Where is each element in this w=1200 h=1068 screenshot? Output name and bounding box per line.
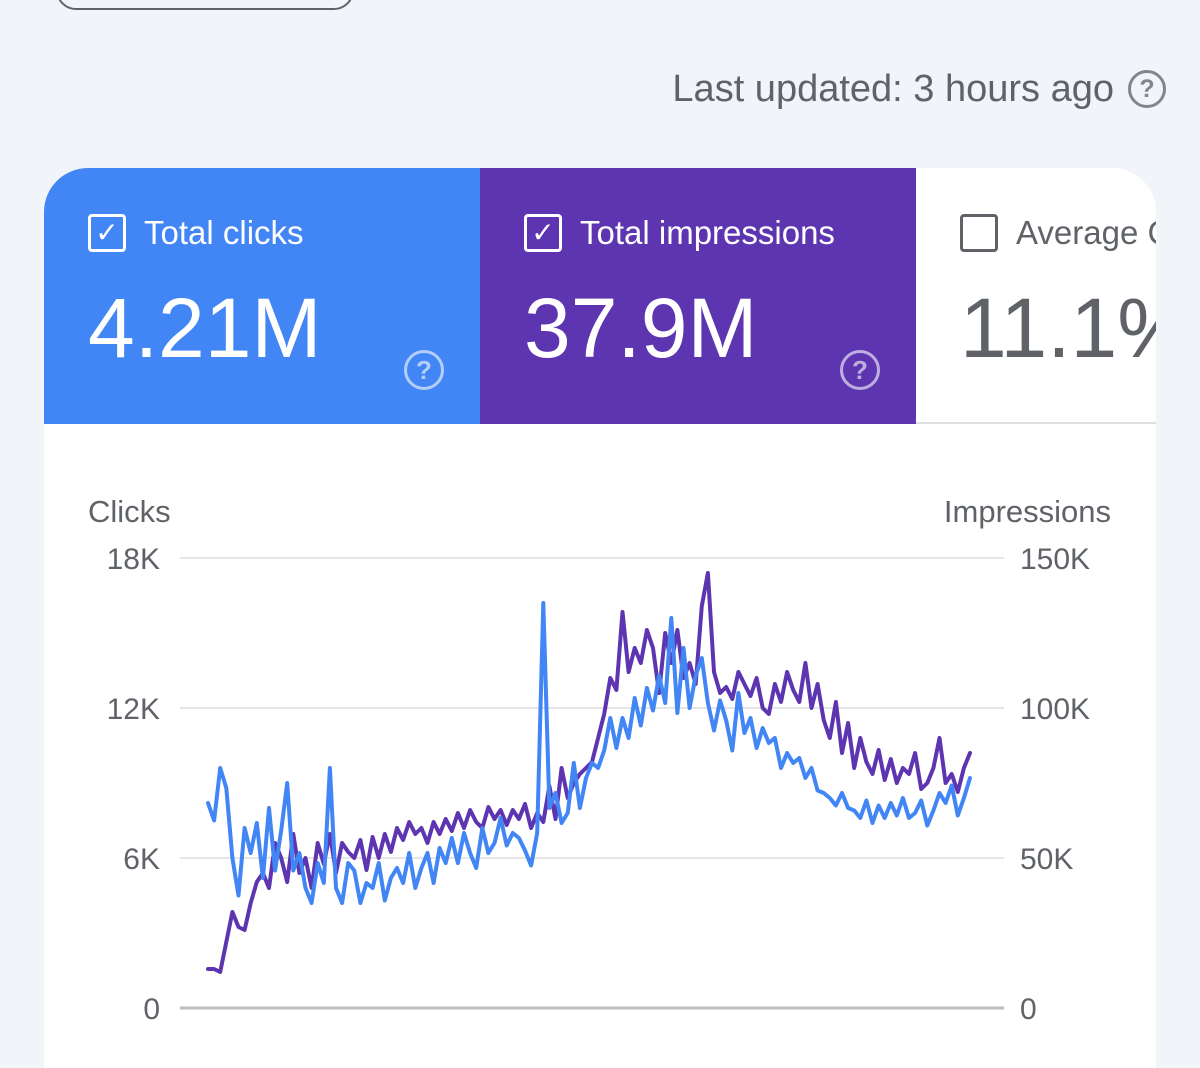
y-axis-left-title: Clicks: [88, 494, 171, 529]
series-line-total-clicks: [206, 601, 972, 905]
help-icon[interactable]: ?: [1128, 70, 1166, 108]
checkbox-checked-icon[interactable]: ✓: [524, 214, 562, 252]
last-updated: Last updated: 3 hours ago ?: [672, 64, 1166, 114]
y-tick-left: 0: [143, 993, 160, 1026]
metric-value: 37.9M: [524, 281, 758, 375]
y-tick-right: 150K: [1020, 543, 1090, 576]
metric-tab-total-clicks[interactable]: ✓ Total clicks 4.21M ?: [44, 168, 480, 424]
y-axis-right-title: Impressions: [944, 494, 1111, 529]
metric-header: ✓ Total clicks: [88, 214, 304, 252]
metric-label: Total clicks: [144, 214, 304, 251]
checkbox-unchecked-icon[interactable]: [960, 214, 998, 252]
performance-chart: Clicks Impressions 0 0 6K 50K 12K 100K 18K 150K: [44, 424, 1156, 1068]
help-icon[interactable]: ?: [404, 350, 444, 390]
metric-tab-average-ctr[interactable]: Average CTR 11.1%: [916, 168, 1156, 424]
metric-label: Average CTR: [1016, 214, 1156, 251]
y-tick-left: 6K: [123, 843, 160, 876]
y-tick-right: 100K: [1020, 693, 1090, 726]
y-tick-left: 12K: [107, 693, 160, 726]
metric-tab-total-impressions[interactable]: ✓ Total impressions 37.9M ?: [480, 168, 916, 424]
y-tick-left: 18K: [107, 543, 160, 576]
metric-tabs: ✓ Total clicks 4.21M ? ✓ Total impressio…: [44, 168, 1156, 424]
checkbox-checked-icon[interactable]: ✓: [88, 214, 126, 252]
performance-card: ✓ Total clicks 4.21M ? ✓ Total impressio…: [44, 168, 1156, 1068]
metric-value: 11.1%: [960, 281, 1156, 375]
metric-label: Total impressions: [580, 214, 835, 251]
y-tick-right: 0: [1020, 993, 1037, 1026]
help-icon[interactable]: ?: [840, 350, 880, 390]
last-updated-text: Last updated: 3 hours ago: [672, 67, 1114, 110]
metric-header: Average CTR: [960, 214, 1156, 252]
top-button-outline[interactable]: [56, 0, 354, 10]
metric-value: 4.21M: [88, 281, 322, 375]
y-tick-right: 50K: [1020, 843, 1073, 876]
line-chart: Clicks Impressions 0 0 6K 50K 12K 100K 18K 150K: [88, 494, 1111, 1026]
metric-header: ✓ Total impressions: [524, 214, 835, 252]
